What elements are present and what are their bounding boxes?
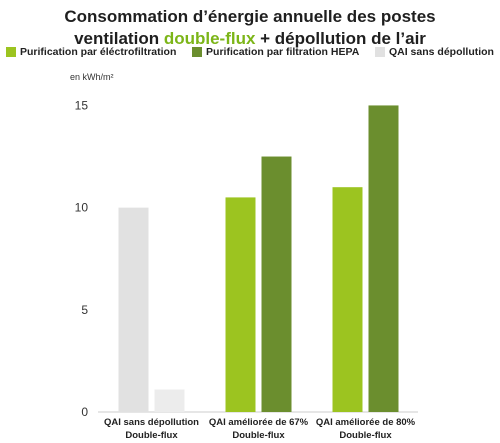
legend-item-hepa: Purification par filtration HEPA [192, 46, 359, 58]
bar [118, 207, 149, 412]
legend-swatch-hepa [192, 47, 203, 57]
legend-swatch-electrofiltration [6, 47, 16, 57]
legend: Purification par éléctrofiltration Purif… [6, 46, 494, 58]
title-line-1: Consommation d’énergie annuelle des post… [64, 7, 436, 26]
bar [154, 389, 185, 412]
x-category-label: QAI sans dépollution [104, 417, 199, 428]
legend-label-electrofiltration: Purification par éléctrofiltration [20, 46, 177, 58]
bar [332, 187, 363, 412]
y-unit-label: en kWh/m² [70, 72, 114, 82]
title-highlight: double-flux [163, 29, 256, 48]
title-line-2-start: ventilation [74, 29, 164, 48]
title-line-2-end: + dépollution de l’air [255, 29, 426, 48]
legend-label-hepa: Purification par filtration HEPA [206, 46, 360, 58]
bar [261, 156, 292, 412]
x-category-label: QAI améliorée de 80% [316, 417, 416, 428]
legend-item-electrofiltration: Purification par éléctrofiltration [6, 46, 176, 58]
x-category-label: Double-flux [125, 430, 178, 441]
y-tick-label: 0 [81, 405, 88, 419]
x-category-label: Double-flux [232, 430, 285, 441]
title-line-2: ventilation double-flux + dépollution de… [0, 28, 500, 50]
y-tick-label: 10 [75, 201, 89, 215]
x-category-label: QAI améliorée de 67% [209, 417, 309, 428]
legend-item-qai-sans-depollution: QAI sans dépollution [374, 46, 494, 58]
x-category-label: Double-flux [339, 430, 392, 441]
y-tick-label: 5 [81, 303, 88, 317]
chart-title: Consommation d’énergie annuelle des post… [0, 6, 500, 50]
bar [225, 197, 256, 412]
y-tick-label: 15 [75, 98, 89, 112]
legend-swatch-qai-sans-depollution [374, 47, 385, 57]
legend-label-qai-sans-depollution: QAI sans dépollution [388, 46, 494, 58]
bar [368, 105, 399, 412]
